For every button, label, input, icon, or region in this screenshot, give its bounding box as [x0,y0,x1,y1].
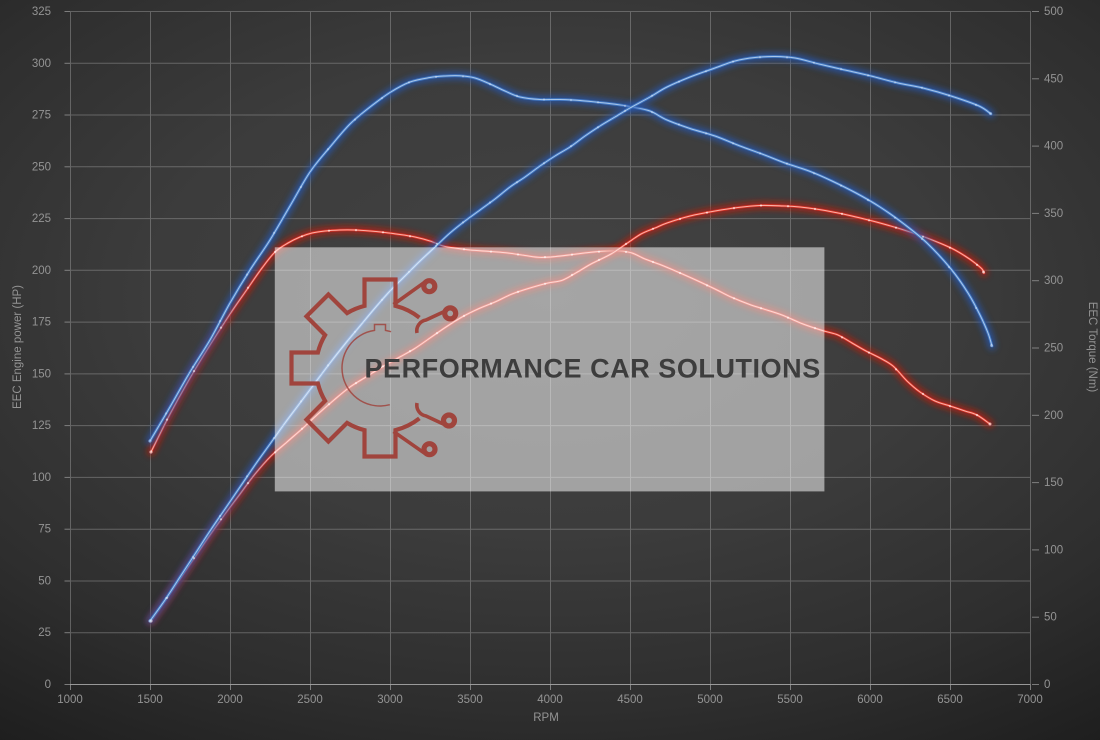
svg-text:6000: 6000 [857,694,883,706]
svg-text:PERFORMANCE CAR SOLUTIONS: PERFORMANCE CAR SOLUTIONS [365,354,821,384]
svg-text:5500: 5500 [777,694,803,706]
svg-text:400: 400 [1044,141,1063,153]
svg-text:4000: 4000 [537,694,563,706]
svg-text:200: 200 [1044,410,1063,422]
svg-text:200: 200 [32,265,51,277]
svg-text:100: 100 [1044,544,1063,556]
svg-text:150: 150 [32,368,51,380]
svg-text:1500: 1500 [137,694,163,706]
svg-text:250: 250 [1044,343,1063,355]
svg-text:500: 500 [1044,6,1063,18]
svg-text:50: 50 [1044,612,1057,624]
svg-text:100: 100 [32,472,51,484]
svg-text:4500: 4500 [617,694,643,706]
svg-text:125: 125 [32,420,51,432]
svg-text:350: 350 [1044,208,1063,220]
svg-text:50: 50 [38,576,51,588]
svg-text:5000: 5000 [697,694,723,706]
svg-text:275: 275 [32,110,51,122]
svg-text:2000: 2000 [217,694,243,706]
svg-text:75: 75 [38,524,51,536]
svg-text:150: 150 [1044,477,1063,489]
svg-text:RPM: RPM [533,712,559,724]
svg-text:6500: 6500 [937,694,963,706]
svg-text:3500: 3500 [457,694,483,706]
svg-text:225: 225 [32,213,51,225]
svg-text:250: 250 [32,161,51,173]
svg-text:3000: 3000 [377,694,403,706]
svg-text:1000: 1000 [57,694,83,706]
svg-text:300: 300 [32,58,51,70]
svg-text:0: 0 [1044,679,1050,691]
svg-text:25: 25 [38,627,51,639]
svg-text:7000: 7000 [1017,694,1043,706]
svg-text:175: 175 [32,317,51,329]
svg-text:300: 300 [1044,275,1063,287]
svg-text:450: 450 [1044,73,1063,85]
svg-text:0: 0 [45,679,51,691]
svg-text:EEC Engine power (HP): EEC Engine power (HP) [12,285,24,409]
svg-text:EEC Torque (Nm): EEC Torque (Nm) [1086,302,1098,393]
svg-text:325: 325 [32,6,51,18]
svg-text:2500: 2500 [297,694,323,706]
